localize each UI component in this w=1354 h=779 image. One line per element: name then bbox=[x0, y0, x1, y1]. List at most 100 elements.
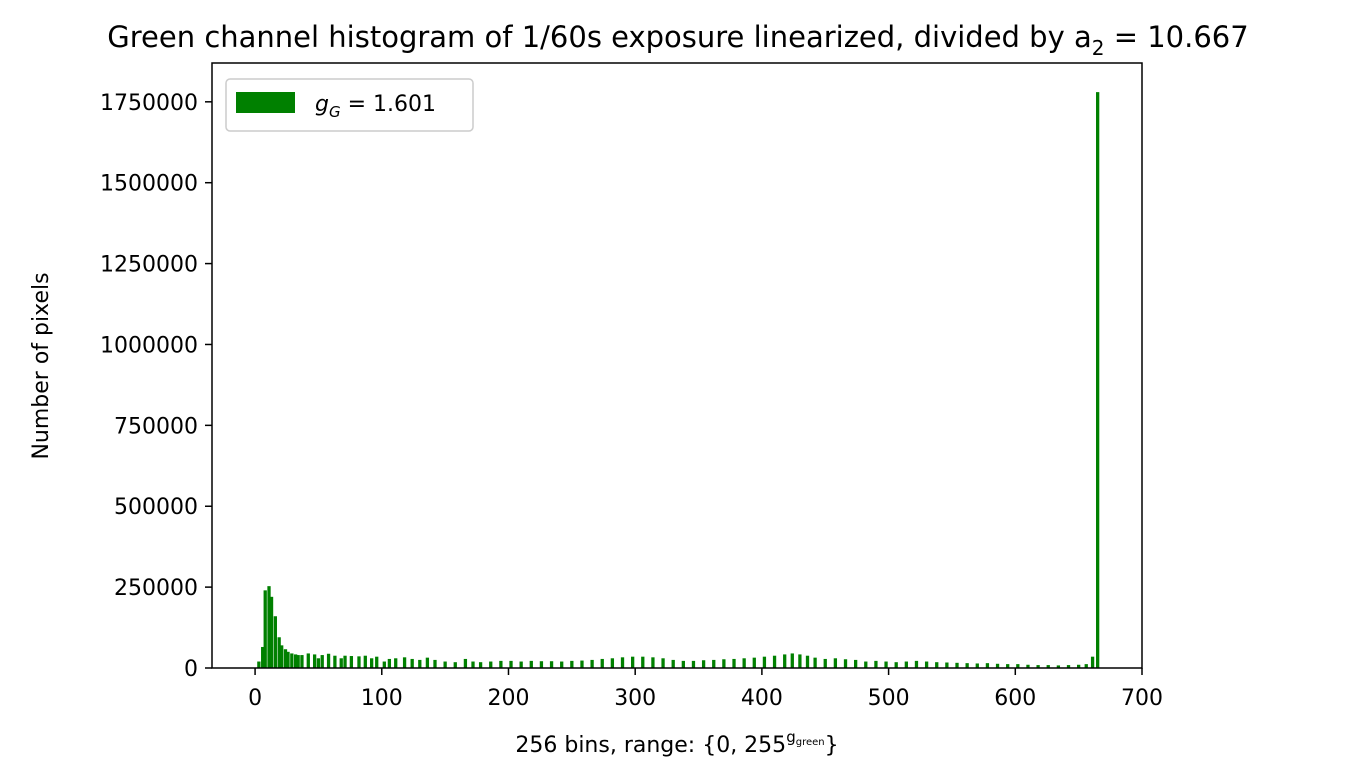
chart-title: Green channel histogram of 1/60s exposur… bbox=[107, 20, 1248, 60]
histogram-bar bbox=[681, 660, 685, 668]
histogram-bar bbox=[570, 660, 574, 668]
x-axis-ticks: 0 100 200 300 400 500 600 700 bbox=[248, 668, 1163, 711]
histogram-bar bbox=[772, 655, 777, 668]
histogram-bar bbox=[651, 657, 655, 668]
x-tick-label: 300 bbox=[614, 686, 656, 711]
histogram-bar bbox=[945, 662, 949, 668]
histogram-bar bbox=[363, 655, 367, 668]
histogram-bar bbox=[712, 659, 716, 668]
histogram-bar bbox=[1077, 664, 1081, 668]
histogram-bar bbox=[263, 590, 267, 668]
histogram-bar bbox=[854, 659, 858, 668]
histogram-bar bbox=[402, 657, 407, 668]
x-tick-label: 700 bbox=[1121, 686, 1163, 711]
histogram-bar bbox=[273, 616, 277, 668]
x-tick-label: 400 bbox=[741, 686, 783, 711]
histogram-bar bbox=[641, 656, 645, 668]
y-axis-label: Number of pixels bbox=[29, 272, 54, 459]
histogram-bar bbox=[1006, 664, 1010, 668]
histogram-bar bbox=[316, 658, 321, 668]
histogram-bar bbox=[914, 660, 919, 668]
y-tick-label: 1750000 bbox=[100, 91, 198, 116]
histogram-bar bbox=[1090, 656, 1095, 668]
histogram-bar bbox=[600, 658, 604, 668]
histogram-bar bbox=[805, 655, 810, 668]
histogram-bar bbox=[732, 658, 736, 668]
histogram-bar bbox=[580, 660, 584, 668]
x-tick-label: 500 bbox=[868, 686, 910, 711]
x-tick-label: 0 bbox=[248, 686, 262, 711]
histogram-bar bbox=[478, 662, 483, 668]
histogram-bar bbox=[320, 655, 324, 668]
histogram-bar bbox=[410, 658, 414, 668]
histogram-bar bbox=[742, 658, 746, 668]
histogram-bar bbox=[783, 654, 787, 668]
histogram-bar bbox=[874, 660, 878, 668]
histogram-bar bbox=[823, 658, 827, 668]
histogram-bar bbox=[560, 661, 564, 668]
y-tick-label: 1000000 bbox=[100, 333, 198, 358]
histogram-bar bbox=[1016, 664, 1020, 668]
histogram-bar bbox=[280, 645, 284, 668]
histogram-bar bbox=[519, 661, 523, 668]
histogram-bar bbox=[864, 661, 868, 668]
histogram-bar bbox=[1046, 665, 1050, 668]
histogram-bar bbox=[549, 661, 554, 668]
histogram-bar bbox=[471, 661, 475, 668]
histogram-bar bbox=[463, 658, 468, 668]
histogram-bar bbox=[333, 655, 337, 668]
x-tick-label: 600 bbox=[994, 686, 1036, 711]
histogram-bar bbox=[326, 653, 331, 668]
histogram-bar bbox=[965, 663, 969, 668]
legend-swatch bbox=[236, 92, 295, 113]
bar-series bbox=[257, 92, 1100, 669]
histogram-bar bbox=[955, 662, 959, 668]
histogram-bar bbox=[509, 660, 513, 668]
histogram-bar bbox=[935, 662, 939, 668]
histogram-bar bbox=[1056, 665, 1061, 668]
x-tick-label: 100 bbox=[361, 686, 403, 711]
histogram-bar bbox=[671, 659, 675, 668]
y-tick-label: 500000 bbox=[114, 495, 198, 520]
histogram-bar bbox=[433, 659, 437, 668]
histogram-bar bbox=[631, 656, 635, 668]
histogram-bar bbox=[339, 658, 343, 668]
y-tick-label: 1250000 bbox=[100, 253, 198, 278]
histogram-bar bbox=[370, 658, 374, 668]
histogram-bar bbox=[387, 658, 392, 668]
histogram-bar bbox=[924, 661, 929, 668]
histogram-bar bbox=[529, 660, 533, 668]
histogram-bar bbox=[995, 663, 1000, 668]
histogram-bar bbox=[394, 658, 398, 668]
histogram-bar bbox=[312, 654, 317, 668]
histogram-bar bbox=[1066, 665, 1071, 668]
histogram-bar bbox=[277, 637, 281, 668]
histogram-bar bbox=[590, 659, 594, 668]
histogram-bar bbox=[904, 661, 908, 668]
histogram-bar bbox=[610, 658, 615, 668]
histogram-bar bbox=[453, 662, 457, 668]
histogram-bar bbox=[1026, 664, 1030, 668]
histogram-bar bbox=[701, 660, 706, 668]
histogram-bar bbox=[539, 661, 544, 668]
histogram-bar bbox=[489, 661, 493, 668]
histogram-bar bbox=[286, 651, 290, 668]
histogram-bar bbox=[343, 655, 347, 668]
histogram-bar bbox=[499, 660, 503, 668]
histogram-bar bbox=[661, 658, 665, 668]
histogram-bar bbox=[894, 662, 898, 668]
histogram-bar bbox=[375, 656, 379, 668]
y-tick-label: 1500000 bbox=[100, 172, 198, 197]
histogram-bar bbox=[306, 653, 310, 668]
histogram-bar bbox=[300, 655, 304, 668]
histogram-bar bbox=[985, 663, 990, 668]
histogram-bar bbox=[267, 586, 271, 668]
histogram-bar bbox=[290, 653, 294, 668]
plot-frame bbox=[211, 62, 1143, 669]
histogram-bar bbox=[261, 646, 265, 668]
histogram-bar bbox=[762, 656, 767, 668]
histogram-bar bbox=[1036, 665, 1040, 668]
histogram-bar bbox=[269, 596, 274, 668]
histogram-bar bbox=[425, 657, 430, 668]
